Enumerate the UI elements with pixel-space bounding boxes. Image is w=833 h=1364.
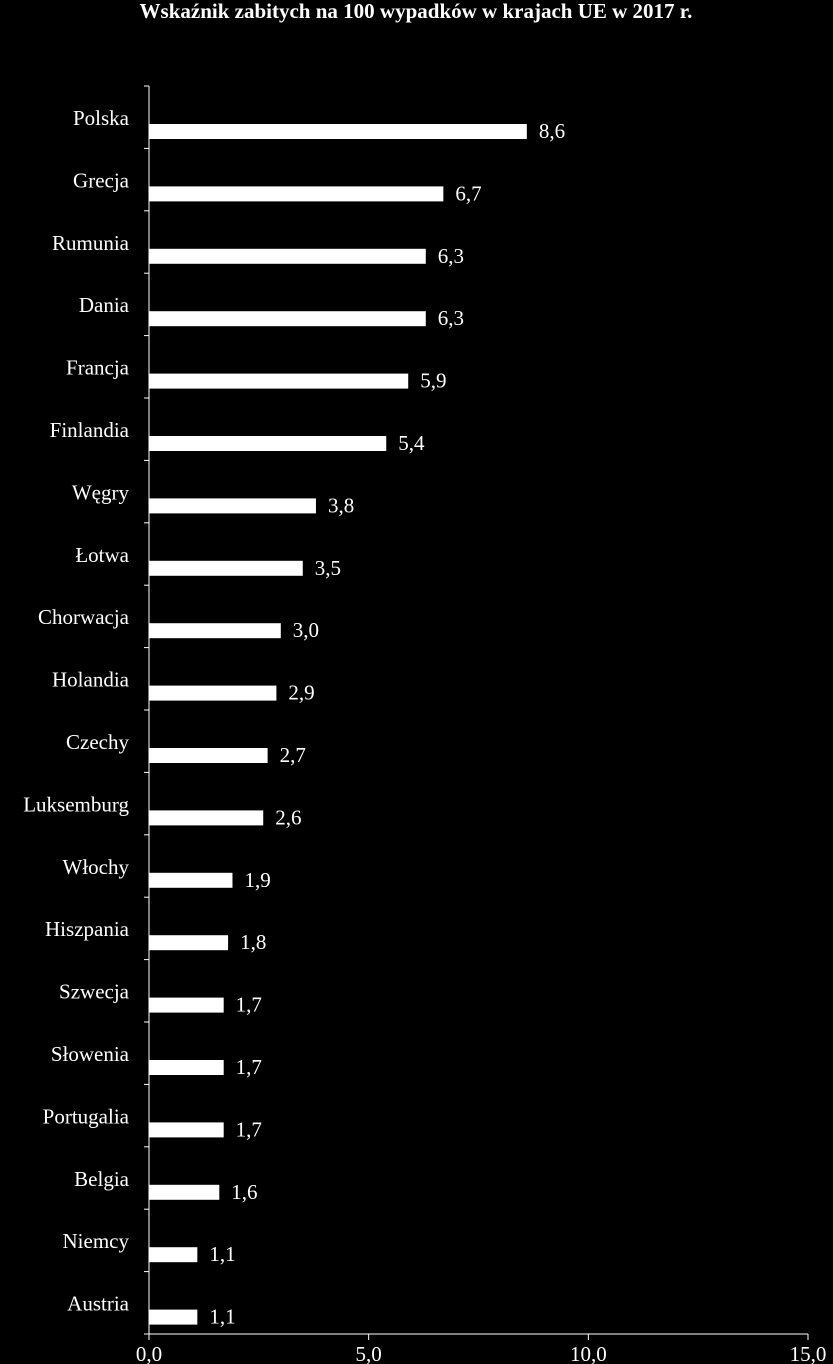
data-label: 1,8 [240, 930, 266, 954]
x-tick-label: 5,0 [356, 1342, 382, 1364]
bar [149, 186, 444, 202]
category-label: Rumunia [52, 231, 130, 255]
category-label: Austria [67, 1292, 130, 1316]
category-label: Belgia [74, 1167, 129, 1191]
bar [149, 1122, 224, 1138]
bar [149, 436, 387, 451]
category-label: Dania [79, 293, 130, 317]
category-label: Łotwa [75, 543, 129, 567]
data-label: 5,9 [420, 369, 446, 393]
data-label: 3,5 [315, 556, 341, 580]
data-label: 1,7 [236, 1055, 262, 1079]
bar [149, 124, 527, 139]
data-label: 1,7 [236, 993, 262, 1017]
category-label: Chorwacja [38, 605, 130, 629]
category-label: Hiszpania [45, 917, 130, 941]
bar [149, 373, 409, 389]
bar [149, 1309, 198, 1325]
bar [149, 623, 281, 639]
category-label: Portugalia [43, 1104, 130, 1128]
bar [149, 935, 229, 951]
bar [149, 1184, 220, 1200]
x-tick-label: 0,0 [136, 1342, 162, 1364]
category-label: Niemcy [63, 1229, 130, 1253]
data-label: 2,9 [288, 681, 314, 705]
category-label: Luksemburg [23, 792, 129, 816]
category-label: Polska [73, 106, 130, 130]
chart-title: Wskaźnik zabitych na 100 wypadków w kraj… [140, 0, 693, 23]
category-label: Szwecja [59, 980, 130, 1004]
data-label: 8,6 [539, 119, 565, 143]
category-label: Grecja [73, 168, 130, 192]
category-label: Węgry [72, 480, 130, 504]
x-tick-label: 15,0 [790, 1342, 827, 1364]
category-label: Czechy [66, 730, 129, 754]
data-label: 1,1 [209, 1305, 235, 1329]
bar [149, 311, 426, 327]
data-label: 1,7 [236, 1117, 262, 1141]
category-label: Włochy [63, 855, 130, 879]
data-label: 6,7 [455, 181, 481, 205]
bar [149, 560, 303, 576]
category-label: Francja [66, 356, 130, 380]
data-label: 1,1 [209, 1242, 235, 1266]
data-label: 6,3 [438, 244, 464, 268]
plot-area: 0,0 5,0 10,0 15,0 Polska 8,6 Grecja 6,7 Rumunia 6… [23, 85, 827, 1364]
bar [149, 685, 277, 701]
category-label: Holandia [52, 668, 130, 692]
data-label: 1,6 [231, 1180, 257, 1204]
data-label: 3,0 [293, 618, 319, 642]
bar [149, 248, 426, 264]
bar [149, 810, 264, 826]
data-label: 6,3 [438, 306, 464, 330]
bar [149, 498, 316, 514]
data-label: 3,8 [328, 493, 354, 517]
data-label: 1,9 [244, 868, 270, 892]
bar [149, 1060, 224, 1075]
data-label: 2,7 [280, 743, 306, 767]
bar [149, 872, 233, 888]
bar [149, 997, 224, 1013]
data-label: 5,4 [398, 431, 425, 455]
bar [149, 748, 268, 763]
bar [149, 1247, 198, 1263]
category-label: Słowenia [51, 1042, 130, 1066]
data-label: 2,6 [275, 805, 301, 829]
category-label: Finlandia [50, 418, 130, 442]
x-tick-label: 10,0 [570, 1342, 607, 1364]
